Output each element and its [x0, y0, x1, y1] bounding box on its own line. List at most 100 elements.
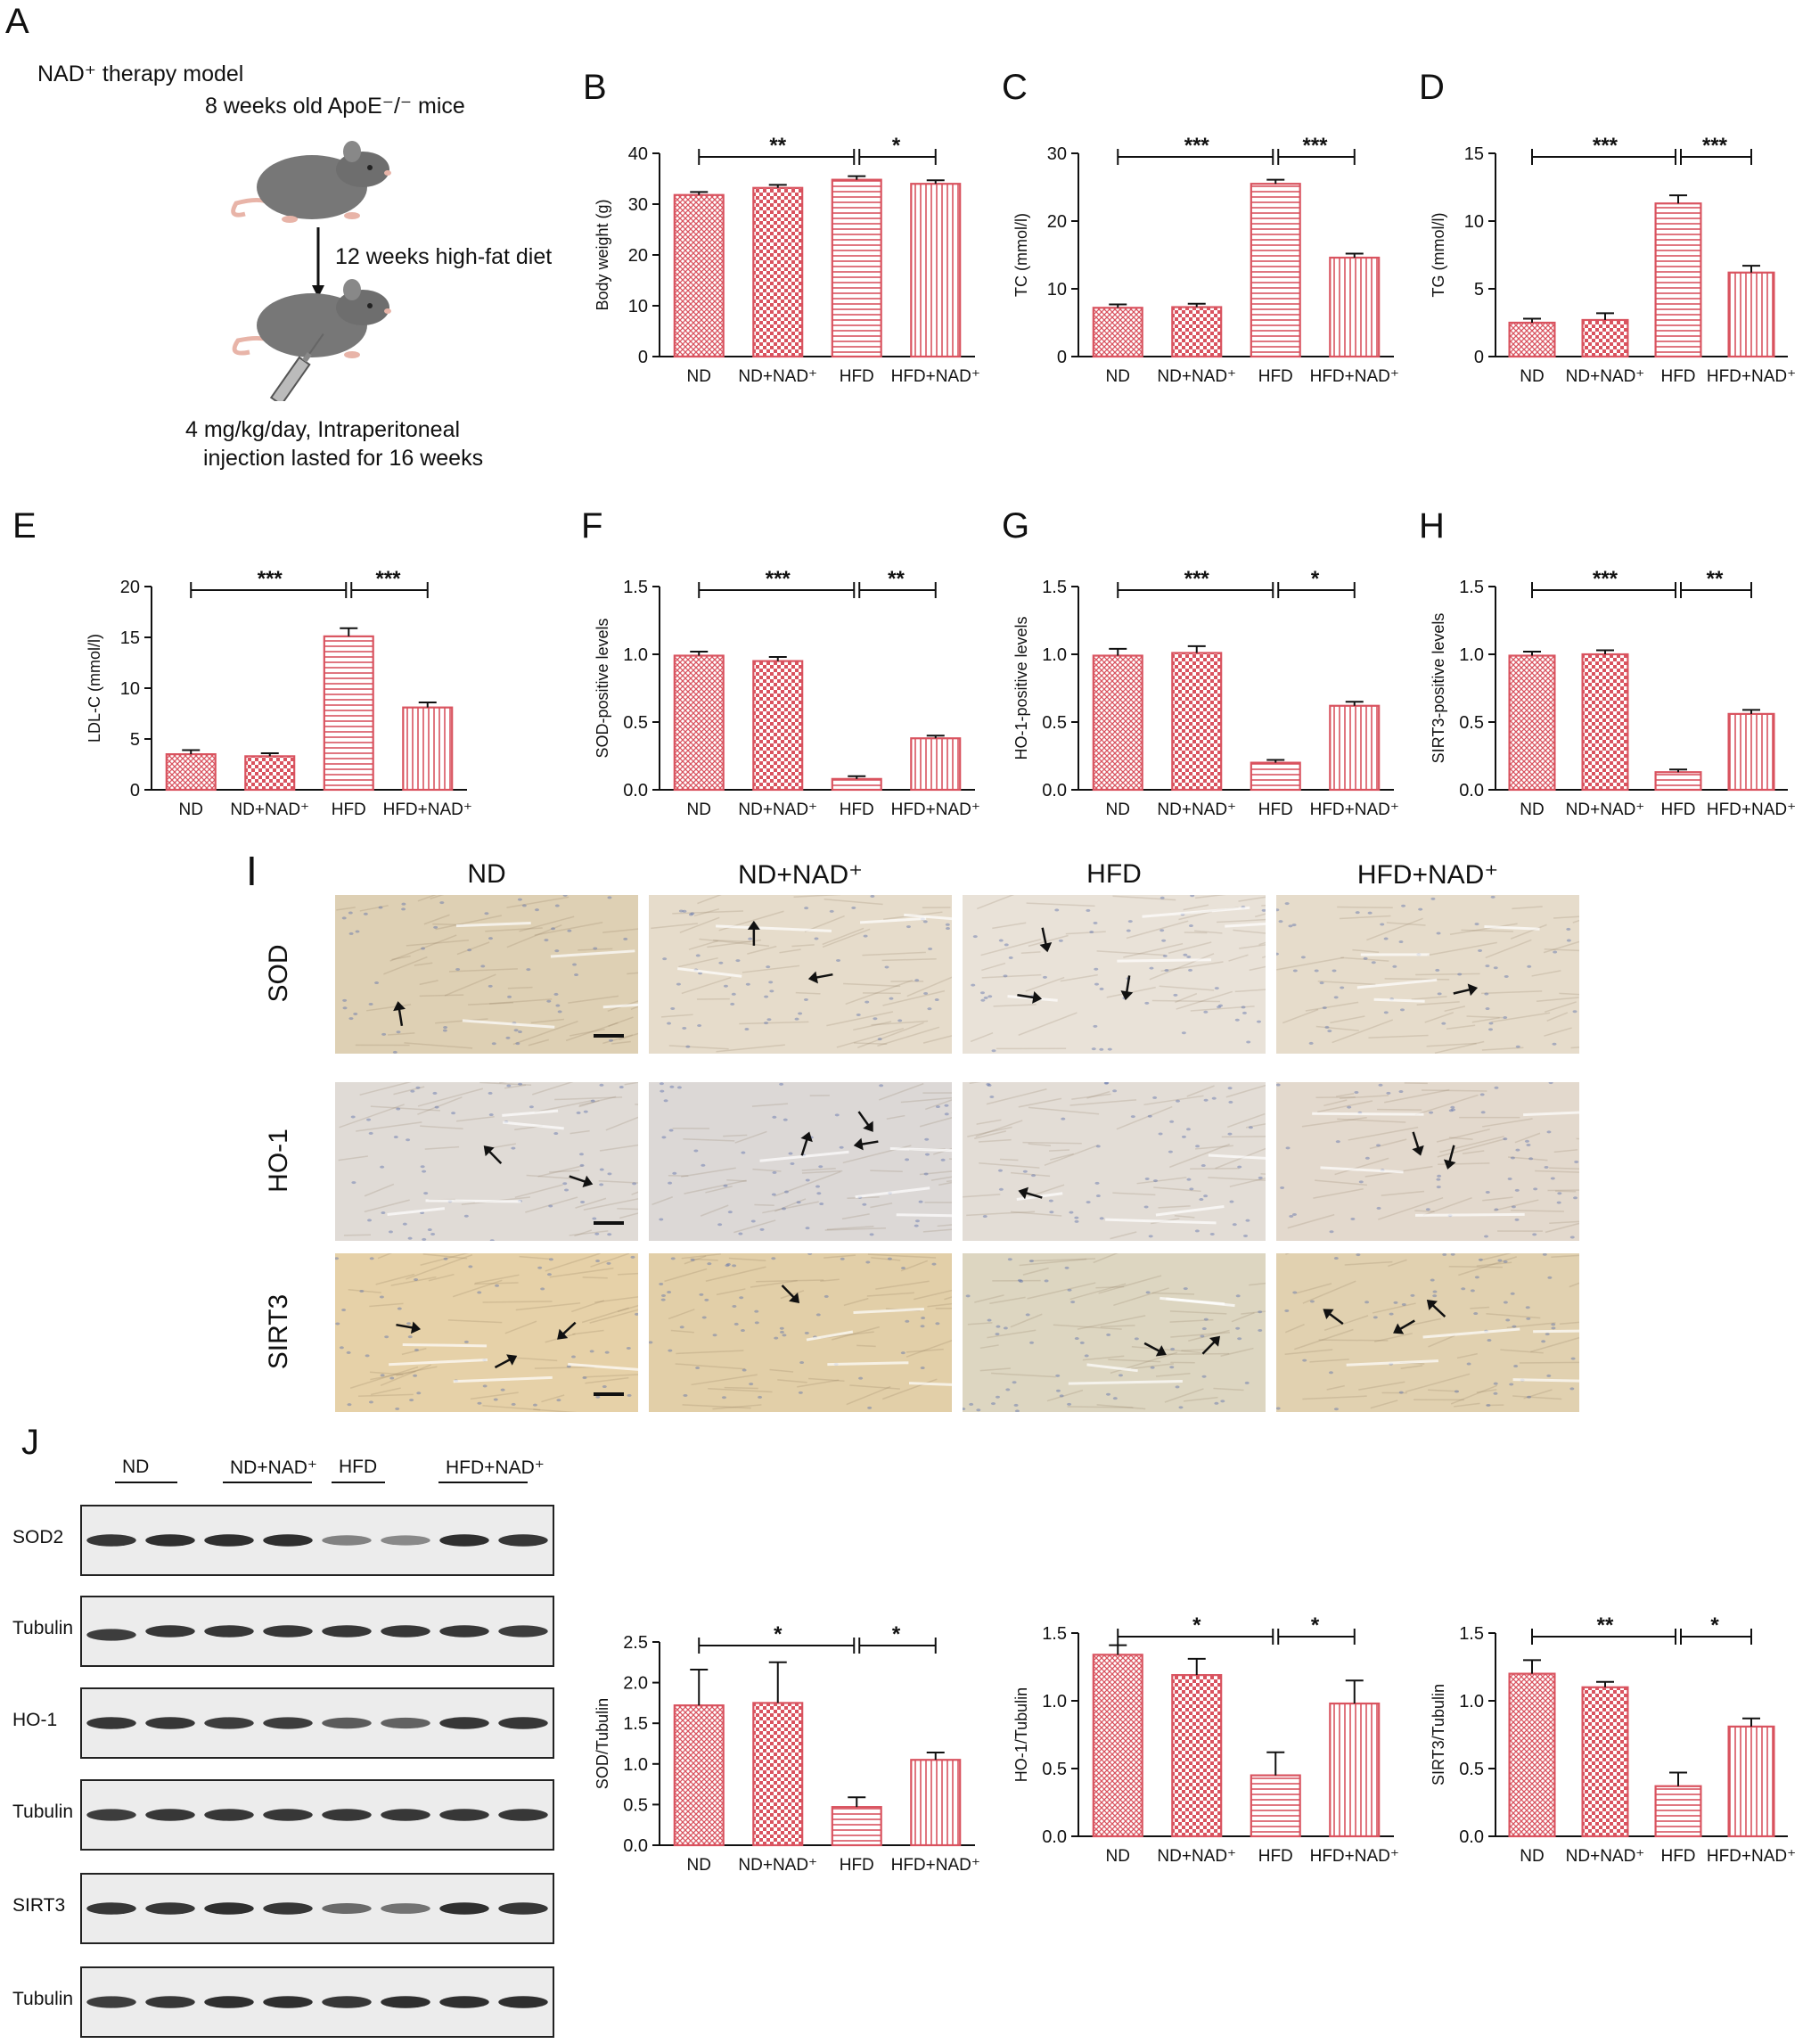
x-tick-label: ND+NAD⁺ [1566, 1847, 1645, 1866]
panel-letter-h: H [1419, 506, 1445, 546]
scale-bar [594, 1221, 624, 1225]
blot-band [498, 1625, 548, 1638]
y-tick-label: 0.0 [1459, 1827, 1484, 1847]
histology-image [1276, 895, 1579, 1054]
arrow-marker-icon [747, 920, 760, 946]
y-tick-label: 0 [130, 781, 140, 800]
arrow-marker-icon [494, 1354, 518, 1369]
y-tick-label: 5 [130, 730, 140, 750]
panel-a-injection-line2: injection lasted for 16 weeks [203, 446, 484, 471]
x-tick-label: ND+NAD⁺ [1157, 800, 1236, 819]
arrow-marker-icon [1323, 1309, 1344, 1326]
bar [1171, 1674, 1223, 1838]
significance-label: ** [769, 134, 786, 158]
histology-row-label: SIRT3 [264, 1293, 293, 1370]
x-tick-label: ND [179, 800, 203, 819]
significance-bracket [1531, 1629, 1676, 1645]
arrow-marker-icon [557, 1321, 577, 1340]
y-axis-label: Body weight (g) [594, 199, 611, 310]
bar [1581, 318, 1629, 358]
blot-label: HO-1 [12, 1710, 58, 1730]
chart-sirt3-positive: 0.0 0.5 1.0 1.5 SIRT3-positive levels ND ND+NA… [1430, 567, 1796, 819]
y-tick-label: 10 [1047, 280, 1067, 300]
blot-band [381, 1996, 430, 2008]
bar [831, 777, 882, 792]
significance-label: * [892, 1622, 901, 1646]
blot-band [498, 1534, 548, 1547]
y-tick-label: 0 [1474, 348, 1484, 367]
blot-band [439, 1902, 489, 1915]
blot-label: Tubulin [12, 1989, 74, 2009]
y-axis-label: SIRT3/Tubulin [1430, 1684, 1447, 1785]
y-tick-label: 0.0 [1459, 781, 1484, 800]
panel-letter-d: D [1419, 68, 1445, 107]
blot-band [145, 1996, 195, 2008]
x-tick-label: ND+NAD⁺ [738, 367, 817, 386]
bar [1250, 761, 1301, 792]
significance-label: ** [1597, 1613, 1614, 1638]
significance-bracket [858, 1638, 937, 1654]
y-tick-label: 0.0 [623, 1836, 648, 1856]
blot-band [381, 1625, 430, 1638]
blot-band [322, 1996, 372, 2008]
significance-bracket [698, 149, 856, 165]
y-tick-label: 15 [120, 628, 140, 648]
blot-group-label: HFD [339, 1457, 378, 1477]
y-tick-label: 0.5 [1042, 713, 1067, 733]
blot-band [204, 1534, 254, 1547]
y-tick-label: 1.0 [1459, 645, 1484, 665]
arrow-marker-icon [1393, 1319, 1415, 1334]
blot-band [86, 1717, 136, 1729]
significance-label: *** [1184, 567, 1210, 591]
histology-image [963, 1253, 1266, 1412]
x-tick-label: HFD+NAD⁺ [1310, 800, 1399, 819]
panel-letter-e: E [12, 506, 37, 546]
bar [1654, 202, 1702, 358]
blot-band [86, 1629, 136, 1641]
y-tick-label: 1.0 [623, 1755, 648, 1775]
y-tick-label: 1.5 [1459, 578, 1484, 597]
blot-strip [80, 1966, 554, 2038]
blot-band [86, 1809, 136, 1821]
blot-band [322, 1535, 372, 1546]
blot-band [322, 1625, 372, 1638]
significance-label: * [892, 134, 901, 158]
significance-label: * [1192, 1613, 1201, 1638]
y-tick-label: 1.5 [1042, 578, 1067, 597]
chart-tc: 0 10 20 30 TC (mmol/l) ND ND+NAD⁺ HFD HFD+NAD⁺ **… [1012, 134, 1399, 386]
blot-band [145, 1625, 195, 1638]
y-tick-label: 0.5 [1459, 1760, 1484, 1779]
y-axis-label: SIRT3-positive levels [1430, 613, 1447, 764]
x-tick-label: ND+NAD⁺ [738, 1856, 817, 1875]
panel-letter-g: G [1002, 506, 1030, 546]
y-tick-label: 0.0 [1042, 781, 1067, 800]
histology-image [649, 895, 952, 1054]
x-tick-label: ND+NAD⁺ [1157, 1847, 1236, 1866]
histology-column-label: ND+NAD⁺ [737, 860, 864, 890]
arrow-marker-icon [1018, 1186, 1043, 1200]
y-axis-label: HO-1/Tubulin [1012, 1687, 1030, 1782]
bar [1654, 771, 1702, 792]
blot-band [145, 1534, 195, 1547]
arrow-marker-icon [781, 1285, 800, 1304]
histology-image [963, 1082, 1266, 1241]
y-tick-label: 40 [628, 144, 648, 164]
y-tick-label: 10 [120, 679, 140, 699]
blot-band [439, 1534, 489, 1547]
significance-label: *** [766, 567, 791, 591]
panel-letter-f: F [581, 506, 603, 546]
bar [673, 1704, 725, 1847]
chart-ho1-positive: 0.0 0.5 1.0 1.5 HO-1-positive levels ND ND+NAD… [1012, 567, 1399, 819]
histology-image [649, 1082, 952, 1241]
blot-strip [80, 1779, 554, 1851]
significance-bracket [1117, 149, 1274, 165]
arrow-marker-icon [1426, 1299, 1446, 1318]
bar [1508, 654, 1556, 792]
blot-band [145, 1809, 195, 1821]
blot-band [263, 1996, 313, 2008]
blot-band [381, 1903, 430, 1914]
x-tick-label: HFD [1660, 367, 1695, 386]
y-tick-label: 1.0 [1459, 1692, 1484, 1712]
y-tick-label: 0.5 [1459, 713, 1484, 733]
blot-band [439, 1996, 489, 2008]
